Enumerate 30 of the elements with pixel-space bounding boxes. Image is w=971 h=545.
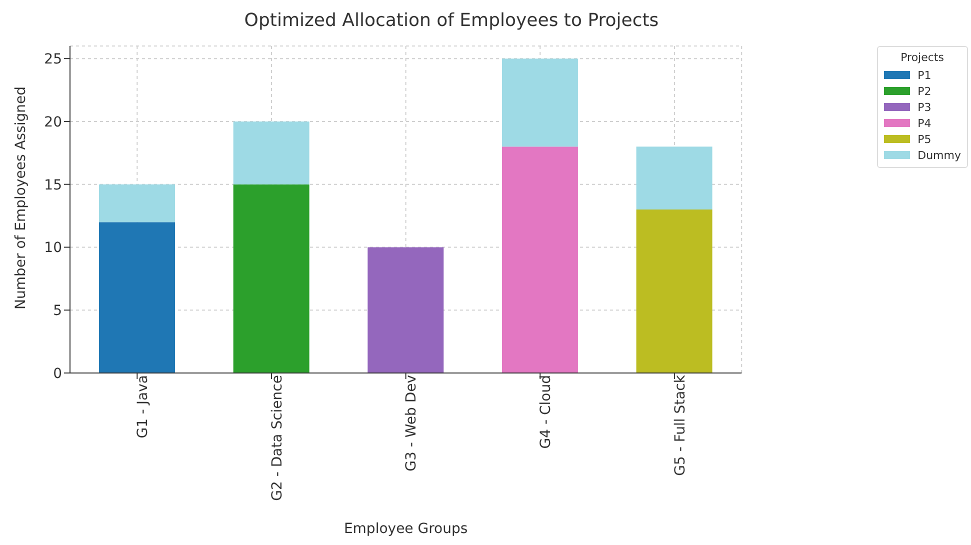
chart-title: Optimized Allocation of Employees to Projects	[243, 10, 660, 31]
y-tick-label: 15	[44, 177, 62, 194]
x-tick-label: G3 - Web Dev	[404, 375, 420, 472]
x-tick-label: G2 - Data Science	[269, 375, 286, 501]
bar	[636, 210, 712, 373]
bar	[233, 121, 310, 184]
y-tick-label: 20	[44, 114, 62, 130]
y-tick-label: 10	[44, 240, 62, 256]
y-tick-label: 25	[44, 52, 62, 68]
y-axis-title: Number of Employees Assigned	[12, 86, 29, 310]
bar	[233, 184, 310, 373]
legend-label: P4	[918, 116, 932, 130]
legend-label: Dummy	[918, 148, 961, 162]
bar	[502, 146, 578, 373]
y-tick-label: 5	[53, 303, 62, 320]
y-tick-label: 0	[53, 366, 62, 382]
x-axis-title: Employee Groups	[344, 521, 468, 537]
bar	[99, 184, 175, 222]
legend-label: P5	[918, 132, 932, 146]
bar	[636, 146, 712, 210]
bar	[502, 58, 578, 147]
x-tick-label: G4 - Cloud	[538, 375, 554, 449]
x-tick-label: G1 - Java	[135, 375, 152, 438]
legend-title: Projects	[900, 51, 945, 64]
legend-label: P2	[918, 84, 932, 98]
legend-label: P3	[918, 100, 932, 114]
bar	[368, 247, 444, 373]
x-tick-label: G5 - Full Stack	[672, 374, 688, 476]
bar	[99, 222, 175, 373]
legend-label: P1	[918, 68, 932, 82]
